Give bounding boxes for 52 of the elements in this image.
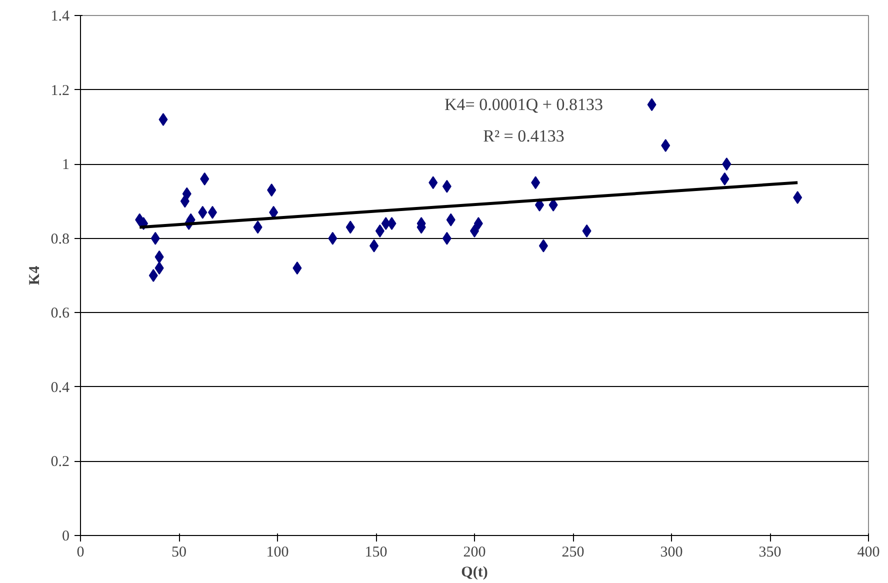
point: [269, 206, 278, 219]
point: [442, 180, 452, 193]
point: [198, 206, 208, 219]
point: [446, 213, 456, 226]
point: [148, 269, 158, 282]
point: [346, 220, 355, 234]
point: [387, 217, 396, 230]
point: [267, 184, 276, 197]
x-tick-label: 250: [562, 544, 584, 560]
point: [375, 224, 384, 238]
y-tick-label: 1: [62, 157, 70, 174]
point: [208, 206, 217, 219]
x-tick-label: 150: [364, 544, 388, 560]
x-tick-label: 400: [857, 544, 880, 560]
annotation: K4= 0.0001Q + 0.8133: [444, 94, 603, 114]
y-tick-label: 0.4: [50, 380, 70, 396]
point: [154, 250, 164, 264]
point: [722, 158, 732, 171]
annotation: R² = 0.4133: [483, 126, 564, 146]
point: [292, 262, 302, 275]
point: [253, 220, 262, 234]
x-axis-title: Q(t): [461, 564, 488, 580]
point: [150, 232, 160, 245]
x-tick-label: 0: [76, 544, 84, 560]
y-tick-label: 0.8: [50, 231, 70, 248]
x-tick-label: 350: [758, 544, 782, 560]
point: [647, 98, 656, 112]
y-tick-label: 1.4: [50, 8, 70, 24]
point: [661, 139, 670, 152]
point: [442, 232, 452, 245]
point: [182, 187, 192, 200]
y-tick-label: 0.6: [50, 306, 70, 322]
y-tick-label: 0: [62, 528, 70, 544]
point: [158, 113, 168, 126]
point: [538, 239, 548, 252]
x-tick-label: 200: [463, 544, 486, 560]
x-tick-label: 300: [660, 544, 683, 560]
point: [200, 172, 210, 186]
point: [328, 232, 338, 245]
point: [370, 239, 379, 252]
point: [531, 176, 540, 190]
point: [720, 172, 730, 186]
point: [474, 217, 483, 230]
y-tick-label: 1.2: [50, 82, 70, 99]
point: [582, 224, 592, 238]
x-tick-label: 50: [172, 544, 186, 560]
x-tick-label: 100: [266, 544, 289, 560]
point: [793, 191, 802, 204]
y-tick-label: 0.2: [50, 454, 70, 470]
point: [154, 262, 164, 275]
y-axis-title: K4: [26, 265, 43, 286]
point: [428, 176, 438, 190]
